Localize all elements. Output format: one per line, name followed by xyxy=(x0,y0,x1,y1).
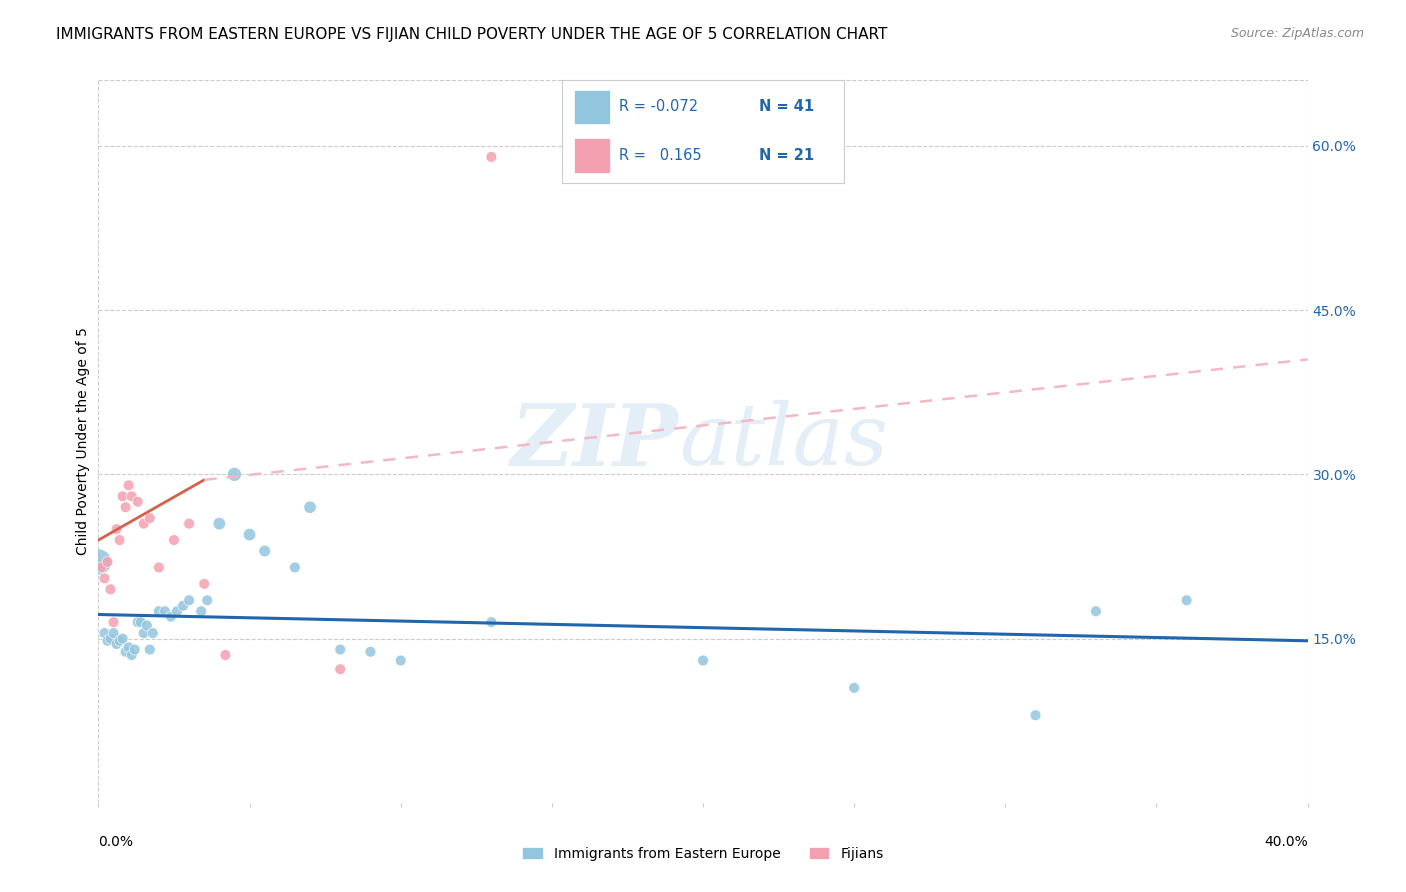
Point xyxy=(105,637,128,651)
Point xyxy=(193,577,215,591)
Point xyxy=(139,642,162,657)
Point xyxy=(132,626,155,640)
Point xyxy=(100,632,122,646)
FancyBboxPatch shape xyxy=(574,137,610,173)
Point xyxy=(114,500,136,515)
Point xyxy=(1175,593,1198,607)
Point xyxy=(127,615,149,630)
Point xyxy=(90,560,112,574)
Point xyxy=(166,604,188,618)
Point xyxy=(214,648,236,662)
Point xyxy=(96,555,118,569)
Point xyxy=(195,593,218,607)
Point xyxy=(172,599,194,613)
Point xyxy=(132,516,155,531)
Point xyxy=(284,560,307,574)
Point xyxy=(103,626,125,640)
Point xyxy=(253,544,276,558)
Point xyxy=(108,533,131,547)
Point xyxy=(139,511,162,525)
Point xyxy=(208,516,231,531)
Point xyxy=(1024,708,1046,723)
Point xyxy=(360,645,382,659)
Text: 0.0%: 0.0% xyxy=(98,835,134,849)
Point xyxy=(111,489,134,503)
Point xyxy=(179,516,201,531)
Point xyxy=(329,642,352,657)
Text: 40.0%: 40.0% xyxy=(1264,835,1308,849)
Text: R =   0.165: R = 0.165 xyxy=(619,148,702,162)
Point xyxy=(93,571,115,585)
Point xyxy=(108,633,131,648)
Point xyxy=(148,604,170,618)
Point xyxy=(121,489,143,503)
Point xyxy=(160,609,183,624)
Text: N = 41: N = 41 xyxy=(759,99,814,114)
Point xyxy=(124,642,146,657)
Point xyxy=(224,467,246,482)
Point xyxy=(844,681,866,695)
Point xyxy=(142,626,165,640)
Point xyxy=(692,653,714,667)
Point xyxy=(100,582,122,597)
Point xyxy=(153,604,176,618)
Text: Source: ZipAtlas.com: Source: ZipAtlas.com xyxy=(1230,27,1364,40)
Point xyxy=(121,648,143,662)
Point xyxy=(179,593,201,607)
FancyBboxPatch shape xyxy=(574,89,610,124)
Point xyxy=(163,533,186,547)
Legend: Immigrants from Eastern Europe, Fijians: Immigrants from Eastern Europe, Fijians xyxy=(522,847,884,861)
Point xyxy=(129,615,152,630)
Point xyxy=(190,604,212,618)
Point xyxy=(1085,604,1108,618)
Point xyxy=(299,500,322,515)
Point xyxy=(118,478,141,492)
Text: IMMIGRANTS FROM EASTERN EUROPE VS FIJIAN CHILD POVERTY UNDER THE AGE OF 5 CORREL: IMMIGRANTS FROM EASTERN EUROPE VS FIJIAN… xyxy=(56,27,887,42)
Point xyxy=(103,615,125,630)
Text: ZIP: ZIP xyxy=(510,400,679,483)
Point xyxy=(329,662,352,676)
Point xyxy=(127,494,149,508)
Point xyxy=(93,626,115,640)
Point xyxy=(239,527,262,541)
Point xyxy=(87,555,110,569)
Point xyxy=(114,645,136,659)
Point xyxy=(389,653,412,667)
Point xyxy=(111,632,134,646)
Point xyxy=(96,633,118,648)
Text: N = 21: N = 21 xyxy=(759,148,814,162)
Point xyxy=(118,640,141,655)
Point xyxy=(148,560,170,574)
Point xyxy=(135,618,157,632)
Point xyxy=(481,615,503,630)
Text: atlas: atlas xyxy=(679,401,889,483)
Point xyxy=(105,522,128,536)
Point xyxy=(481,150,503,164)
Y-axis label: Child Poverty Under the Age of 5: Child Poverty Under the Age of 5 xyxy=(76,327,90,556)
Text: R = -0.072: R = -0.072 xyxy=(619,99,697,114)
